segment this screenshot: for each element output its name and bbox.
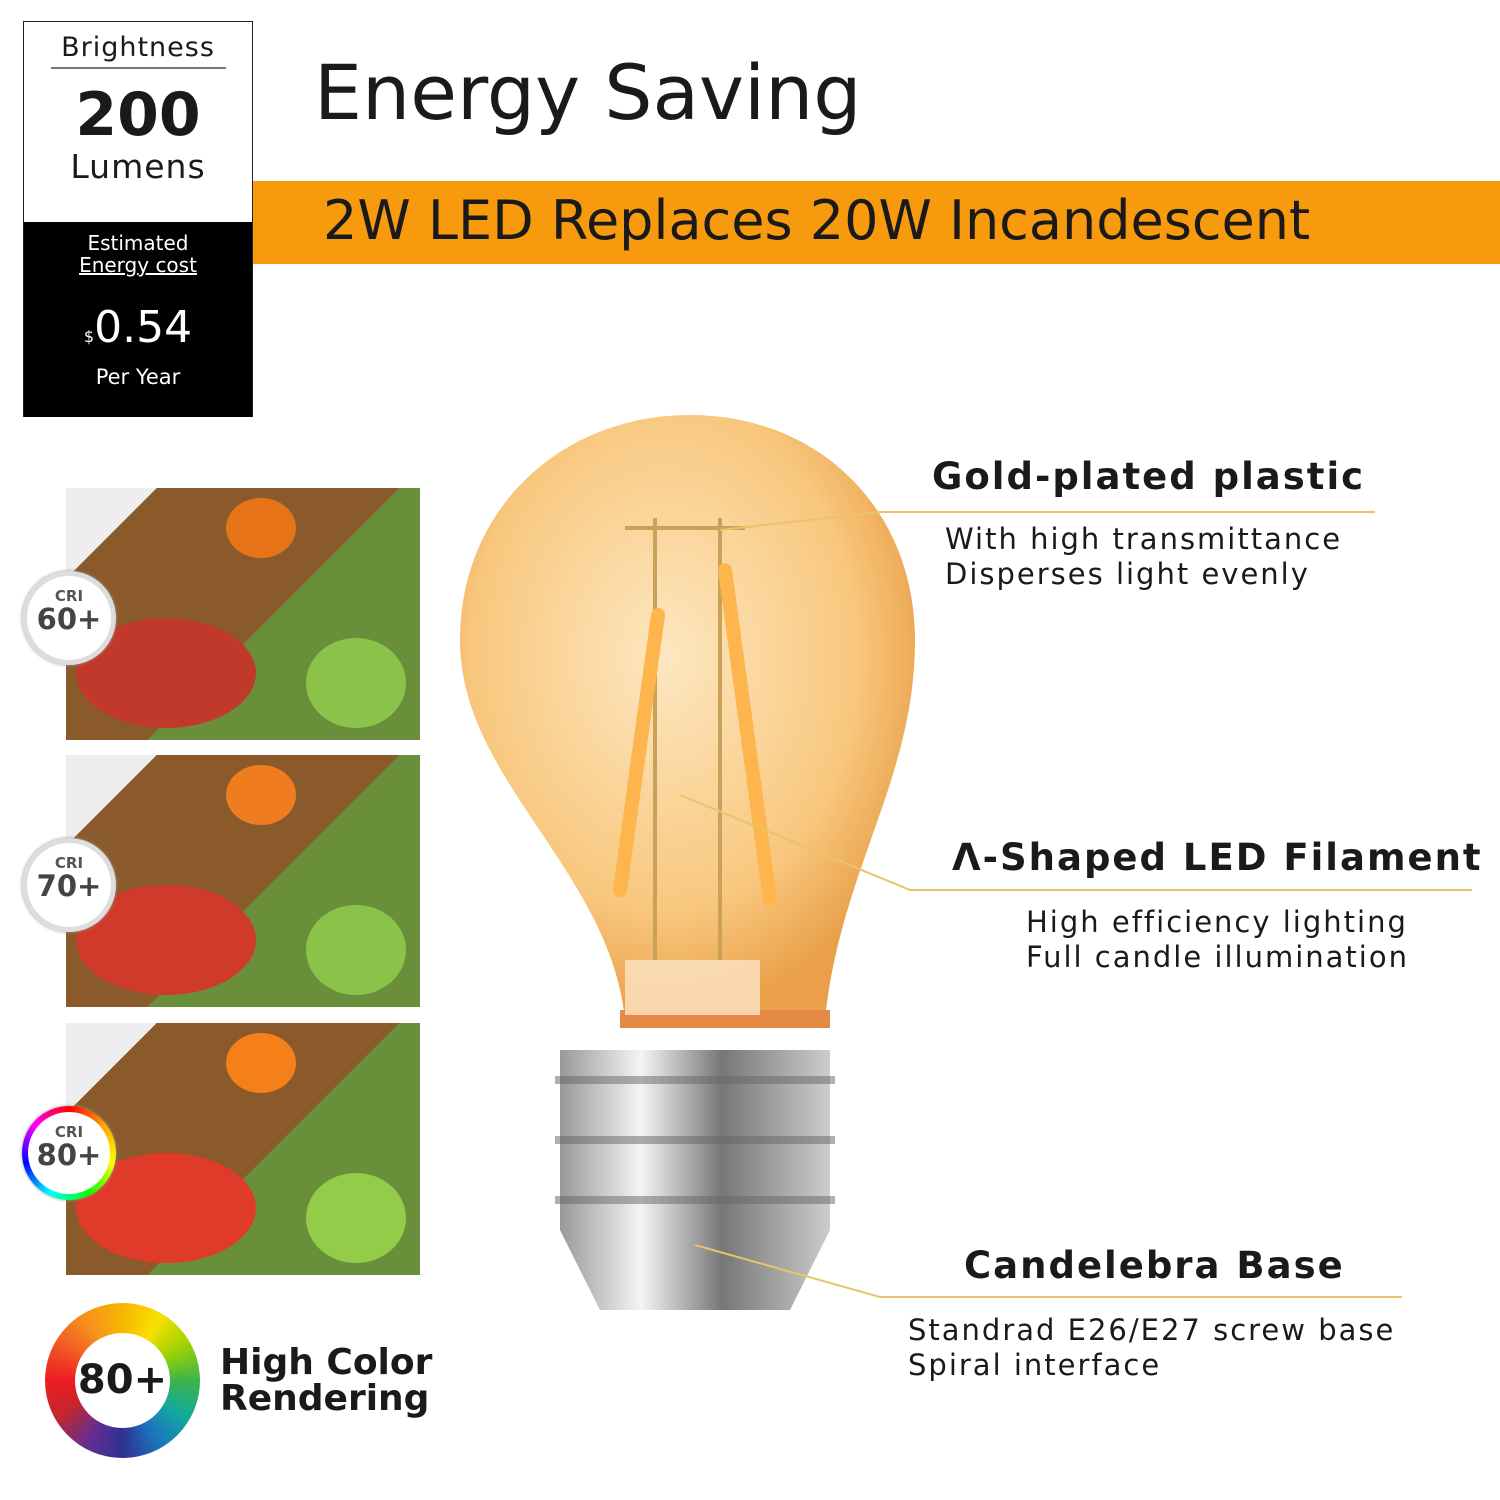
cri-label: CRI bbox=[54, 854, 84, 872]
feature-heading-base: Candelebra Base bbox=[964, 1244, 1345, 1287]
feature-desc-filament: High efficiency lighting Full candle illu… bbox=[1026, 905, 1409, 975]
feature-heading-shell: Gold-plated plastic bbox=[932, 455, 1366, 498]
color-rendering-label: High Color Rendering bbox=[220, 1345, 432, 1417]
cri-badge-60: CRI 60+ bbox=[22, 571, 116, 665]
brightness-label: Brightness bbox=[61, 32, 215, 63]
desc-line: Standrad E26/E27 screw base bbox=[908, 1313, 1396, 1347]
fruit-photo-cri60 bbox=[66, 488, 420, 740]
currency: $ bbox=[83, 327, 95, 346]
cost-label-2: Energy cost bbox=[79, 253, 197, 277]
banner-text: 2W LED Replaces 20W Incandescent bbox=[323, 189, 1311, 252]
cri-value: 80+ bbox=[36, 1138, 102, 1172]
cri-label: CRI bbox=[54, 587, 84, 605]
cri-value: 60+ bbox=[36, 602, 102, 636]
page-title: Energy Saving bbox=[314, 48, 862, 137]
cri-badge-70: CRI 70+ bbox=[22, 838, 116, 932]
brightness-box: Brightness 200 Lumens Estimated Energy c… bbox=[23, 21, 253, 417]
color-wheel-icon: 80+ bbox=[45, 1303, 200, 1458]
lumens-unit: Lumens bbox=[70, 147, 206, 186]
cost-period: Per Year bbox=[95, 365, 181, 389]
desc-line: High efficiency lighting bbox=[1026, 905, 1408, 939]
desc-line: Full candle illumination bbox=[1026, 940, 1409, 974]
cost-amount: 0.54 bbox=[94, 302, 193, 353]
led-bulb-image bbox=[460, 415, 915, 1310]
banner: 2W LED Replaces 20W Incandescent bbox=[253, 181, 1500, 264]
fruit-photo-cri80 bbox=[66, 1023, 420, 1275]
cr-line-2: Rendering bbox=[220, 1378, 430, 1419]
lumens-value: 200 bbox=[75, 80, 201, 150]
cost-label: Estimated bbox=[87, 231, 189, 255]
feature-heading-filament: Λ-Shaped LED Filament bbox=[952, 836, 1483, 879]
desc-line: Spiral interface bbox=[908, 1348, 1162, 1382]
cr-line-1: High Color bbox=[220, 1342, 433, 1383]
cri-label: CRI bbox=[54, 1123, 84, 1141]
desc-line: With high transmittance bbox=[945, 522, 1343, 556]
feature-desc-shell: With high transmittance Disperses light e… bbox=[945, 522, 1342, 592]
divider bbox=[50, 67, 226, 69]
desc-line: Disperses light evenly bbox=[945, 557, 1310, 591]
feature-desc-base: Standrad E26/E27 screw base Spiral interf… bbox=[908, 1313, 1395, 1383]
cri-value: 70+ bbox=[36, 869, 102, 903]
fruit-photo-cri70 bbox=[66, 755, 420, 1007]
cost-value: $0.54 bbox=[24, 302, 252, 353]
cri-wheel-value: 80+ bbox=[75, 1333, 170, 1428]
cri-badge-80: CRI 80+ bbox=[22, 1106, 116, 1200]
